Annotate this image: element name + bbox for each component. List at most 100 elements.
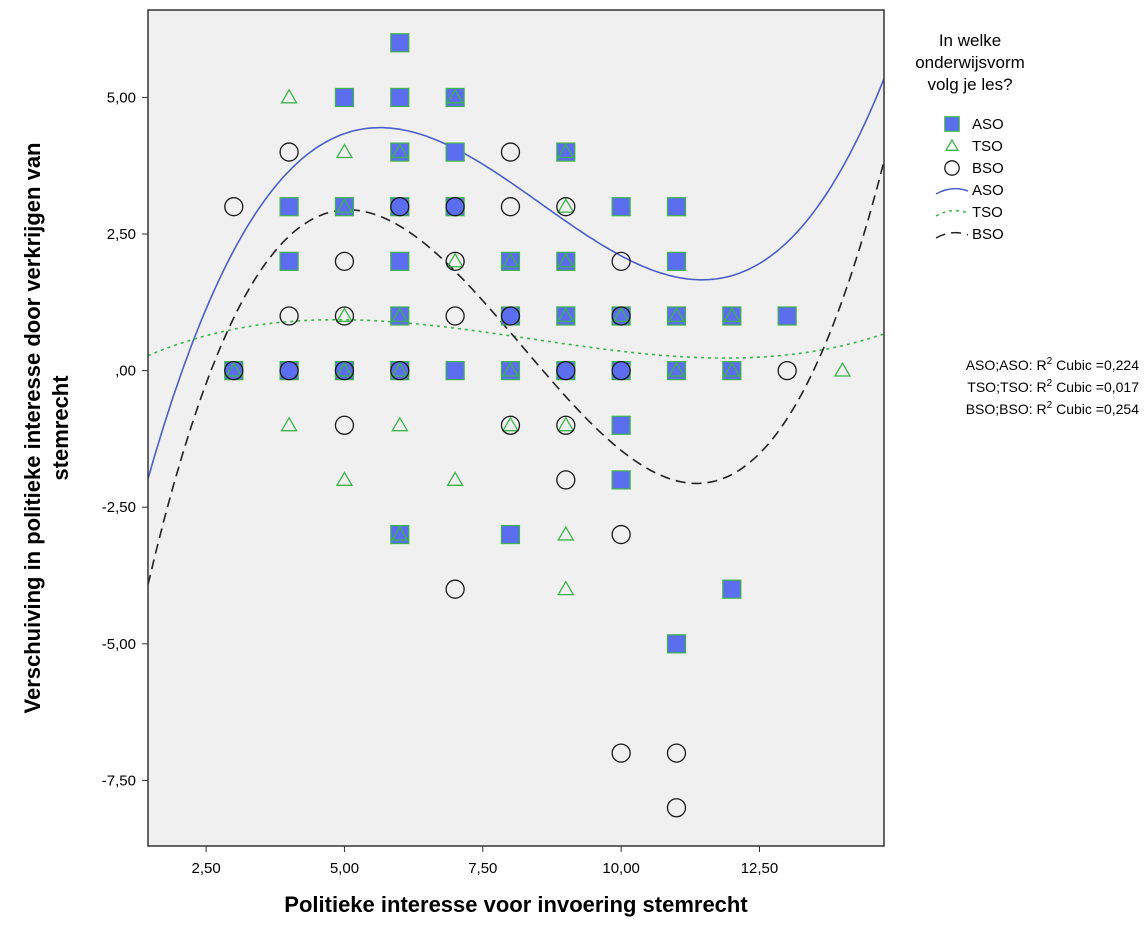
point-aso [390, 142, 410, 162]
y-tick-label: 5,00 [107, 89, 136, 106]
point-tso [557, 252, 575, 268]
point-tso [501, 252, 520, 268]
point-bso [390, 197, 410, 217]
point-tso [280, 88, 298, 104]
x-axis-title: Politieke interesse voor invoering stemr… [284, 892, 748, 917]
point-tso [335, 143, 354, 159]
legend-label: BSO [972, 226, 1004, 243]
point-bso [666, 798, 687, 818]
x-tick-label: 10,00 [602, 860, 640, 877]
point-aso [722, 579, 742, 599]
point-tso [612, 307, 630, 323]
point-tso [280, 416, 298, 432]
point-aso [722, 306, 742, 326]
point-tso [557, 197, 575, 213]
point-bso [611, 251, 631, 271]
y-tick-label: -5,00 [102, 636, 136, 653]
y-tick-label: ,00 [115, 363, 136, 380]
point-bso [390, 360, 410, 381]
fit-lines [148, 78, 884, 585]
y-axis-title-line-2: stemrecht [48, 375, 73, 481]
point-tso [391, 307, 409, 323]
point-bso [611, 306, 631, 326]
point-aso [666, 361, 687, 381]
point-bso [556, 360, 576, 381]
point-tso [557, 525, 575, 541]
point-aso [556, 142, 576, 162]
x-tick-label: 5,00 [330, 860, 359, 877]
legend-label: ASO [972, 116, 1004, 133]
point-aso [500, 251, 521, 271]
point-aso [666, 634, 687, 654]
point-aso [611, 470, 631, 490]
point-bso [445, 579, 465, 599]
legend-label: ASO [972, 182, 1004, 199]
point-tso [335, 361, 354, 377]
legend-items: ASO TSO BSO ASO TSO BSO [935, 116, 1004, 243]
point-aso [390, 87, 410, 108]
point-aso [445, 142, 465, 162]
point-bso [334, 306, 355, 326]
point-tso [446, 88, 464, 104]
point-bso [556, 470, 576, 490]
x-tick-label: 2,50 [192, 860, 221, 877]
point-aso [556, 251, 576, 271]
point-tso [557, 307, 575, 323]
point-tso [446, 252, 464, 268]
point-bso [279, 142, 299, 162]
point-tso [557, 580, 575, 596]
point-bso [279, 360, 299, 381]
point-aso [445, 87, 465, 108]
point-aso [390, 306, 410, 326]
point-bso [334, 251, 355, 271]
point-bso [611, 743, 631, 763]
point-aso [611, 197, 631, 217]
point-tso [335, 307, 354, 323]
point-tso [446, 471, 464, 486]
legend-marker-square [944, 116, 960, 132]
point-bso [666, 743, 687, 763]
point-bso [556, 415, 576, 435]
point-bso [500, 415, 521, 435]
y-tick-label: 2,50 [107, 226, 136, 243]
point-aso [390, 524, 410, 545]
point-aso [500, 361, 521, 381]
point-bso [556, 197, 576, 217]
point-aso [500, 524, 521, 545]
point-tso [391, 416, 409, 432]
legend-title-line-1: In welke [939, 31, 1001, 50]
point-aso [445, 361, 465, 381]
point-bso [334, 360, 355, 381]
point-tso [833, 361, 852, 377]
fit-line-tso [148, 318, 884, 359]
point-bso [611, 524, 631, 545]
point-aso [722, 361, 742, 381]
point-bso [611, 360, 631, 381]
x-tick-label: 7,50 [468, 860, 497, 877]
point-aso [279, 197, 299, 217]
legend-line-tso [935, 209, 969, 217]
point-bso [224, 360, 244, 381]
point-aso [279, 251, 299, 271]
point-bso [334, 415, 355, 435]
point-aso [611, 415, 631, 435]
point-bso [445, 251, 465, 271]
point-bso [777, 360, 797, 381]
point-aso [777, 306, 797, 326]
point-tso [391, 361, 409, 377]
legend-marker-triangle [944, 138, 960, 151]
point-tso [225, 361, 243, 377]
legend-marker-circle [944, 160, 960, 176]
x-tick-label: 12,50 [741, 860, 779, 877]
point-bso [500, 306, 521, 326]
r2-label: ASO;ASO: R2 Cubic =0,224 [966, 356, 1139, 373]
point-bso [279, 306, 299, 326]
point-tso [501, 416, 520, 432]
point-aso [666, 197, 687, 217]
legend-line-aso [935, 187, 969, 195]
legend-line-bso [935, 231, 969, 239]
point-tso [723, 307, 741, 323]
point-tso [335, 197, 354, 213]
